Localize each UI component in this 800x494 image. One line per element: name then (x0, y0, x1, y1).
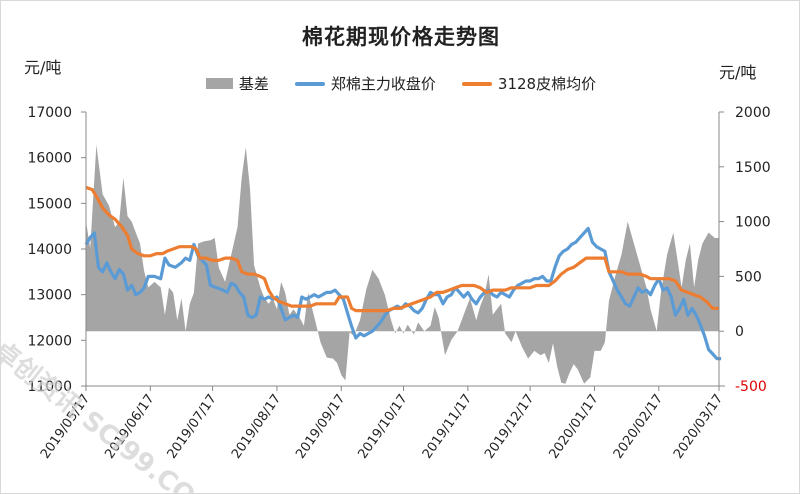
chart-title: 棉花期现价格走势图 (302, 25, 500, 49)
x-tick-label: 2019/08/17 (229, 392, 284, 462)
left-tick-label: 14000 (27, 242, 72, 258)
legend-item-basis: 基差 (205, 73, 269, 94)
x-tick-label: 2019/09/17 (293, 392, 348, 462)
basis-area (86, 144, 719, 384)
right-tick-label: 0 (735, 324, 744, 340)
x-tick-label: 2019/07/17 (165, 392, 220, 462)
x-tick-label: 2019/12/17 (482, 392, 537, 462)
left-tick-label: 12000 (27, 333, 72, 349)
right-tick-label: -500 (735, 379, 767, 395)
legend-label: 郑棉主力收盘价 (330, 75, 436, 93)
legend-item-futures: 郑棉主力收盘价 (294, 73, 436, 94)
left-axis-unit: 元/吨 (24, 58, 62, 77)
x-tick-label: 2020/02/17 (611, 392, 666, 462)
area-swatch-icon (205, 78, 233, 89)
right-tick-label: 1000 (735, 215, 771, 231)
right-tick-label: 2000 (735, 105, 771, 121)
right-axis-unit: 元/吨 (719, 63, 757, 82)
right-tick-label: 1500 (735, 160, 771, 176)
legend-label: 基差 (238, 75, 269, 93)
line-swatch-icon (294, 81, 325, 86)
x-tick-label: 2020/01/17 (546, 392, 601, 462)
x-tick-label: 2020/03/17 (671, 392, 726, 462)
right-tick-label: 500 (735, 269, 762, 285)
x-tick-label: 2019/11/17 (420, 392, 475, 462)
x-tick-label: 2019/05/17 (38, 392, 93, 462)
legend: 基差 郑棉主力收盘价 3128皮棉均价 (1, 73, 799, 94)
legend-label: 3128皮棉均价 (497, 75, 597, 93)
spot-price-line (85, 185, 719, 313)
x-tick-label: 2019/10/17 (356, 392, 411, 462)
left-tick-label: 11000 (27, 379, 72, 395)
left-tick-label: 17000 (27, 105, 72, 121)
left-tick-label: 15000 (27, 196, 72, 212)
left-tick-label: 16000 (27, 151, 72, 167)
legend-item-spot: 3128皮棉均价 (461, 73, 597, 94)
left-tick-label: 13000 (27, 288, 72, 304)
line-swatch-icon (461, 81, 492, 86)
x-tick-label: 2019/06/17 (102, 392, 157, 462)
